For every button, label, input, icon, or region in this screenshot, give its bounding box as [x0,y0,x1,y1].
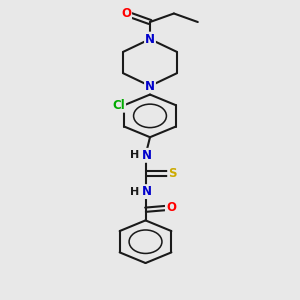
Text: H: H [130,187,140,196]
Text: N: N [142,185,152,198]
Text: S: S [168,167,177,180]
Text: O: O [121,7,131,20]
Text: H: H [130,150,140,160]
Text: N: N [145,33,155,46]
Text: O: O [166,201,176,214]
Text: Cl: Cl [112,99,125,112]
Text: N: N [142,149,152,162]
Text: N: N [145,80,155,92]
